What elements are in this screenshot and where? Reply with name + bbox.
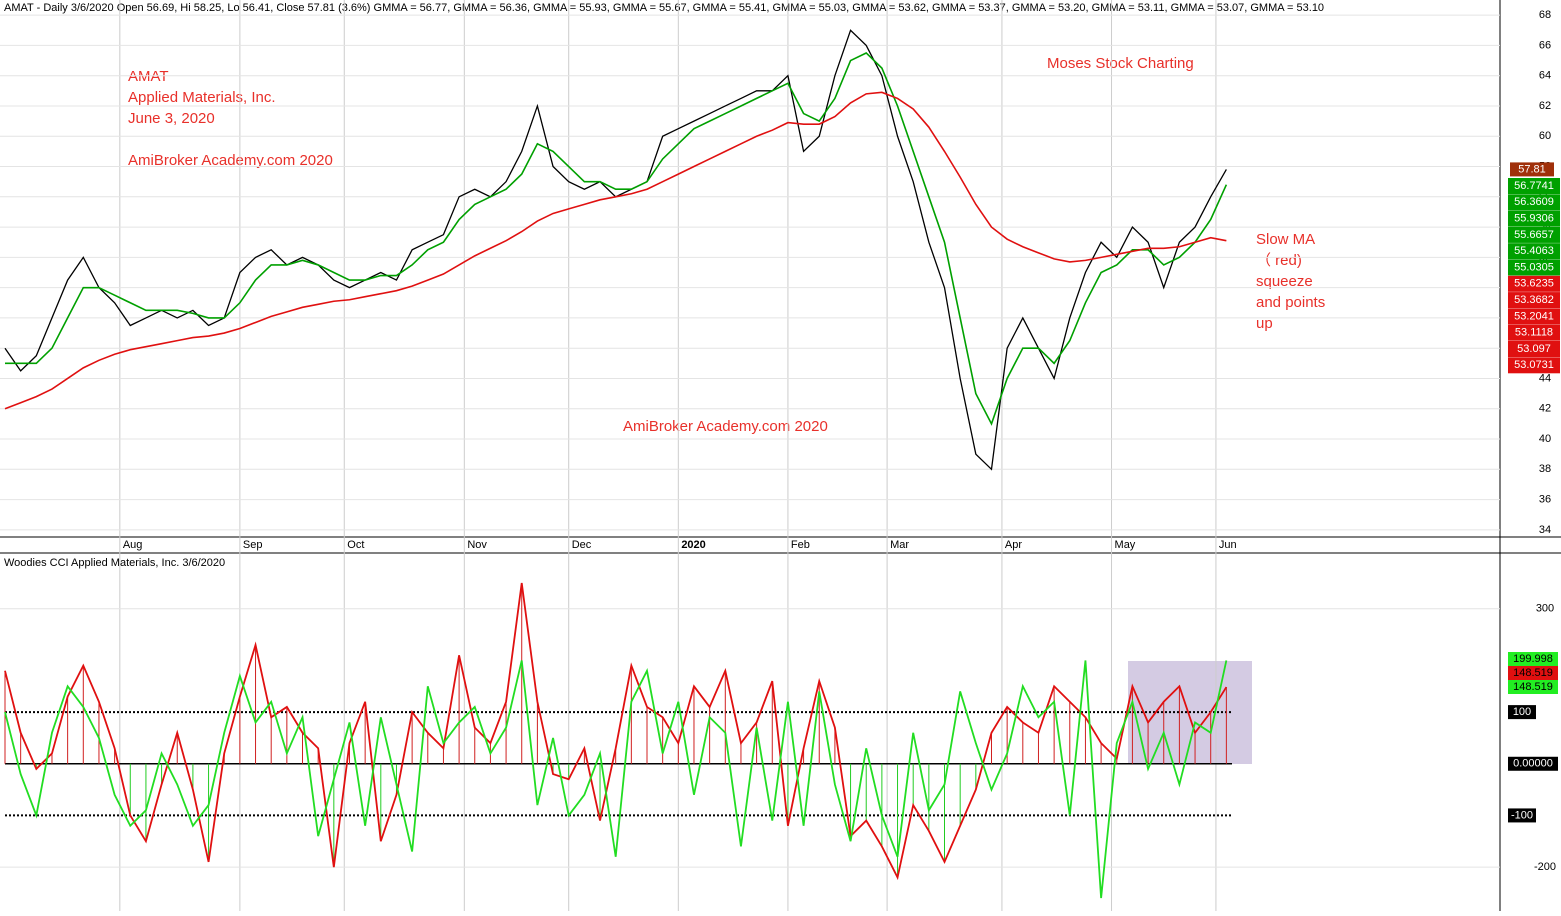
value-label-box (1508, 308, 1560, 325)
x-tick-label: Mar (890, 539, 909, 551)
y-tick-label: 68 (1539, 9, 1551, 21)
value-label: 148.519 (1513, 681, 1553, 693)
y-tick-label: 40 (1539, 433, 1551, 445)
y-tick-label: 300 (1536, 603, 1554, 615)
value-label: 55.9306 (1514, 213, 1554, 225)
value-label: 55.0305 (1514, 261, 1554, 273)
series-line (4, 582, 1228, 881)
tick-box (1508, 808, 1536, 823)
y-tick-label: 64 (1539, 70, 1551, 82)
value-label-box (1508, 666, 1558, 680)
y-tick-label: 38 (1539, 463, 1551, 475)
value-label-box (1508, 275, 1560, 292)
value-label-box (1508, 652, 1558, 666)
value-label: 53.2041 (1514, 310, 1554, 322)
y-tick-label: 0.00000 (1513, 758, 1553, 770)
value-label: 55.6657 (1514, 229, 1554, 241)
y-tick-label: -100 (1511, 809, 1533, 821)
value-label-box (1508, 210, 1560, 227)
value-label-box (1508, 178, 1560, 194)
y-tick-label: 100 (1513, 706, 1531, 718)
y-tick-label: 34 (1539, 524, 1551, 536)
series-line (4, 91, 1227, 410)
annotation: and points (1256, 294, 1325, 311)
annotation: up (1256, 315, 1273, 332)
value-label-box (1508, 292, 1560, 309)
value-label-box (1508, 357, 1560, 374)
tick-box (1508, 705, 1536, 720)
cci-header: Woodies CCI Applied Materials, Inc. 3/6/… (4, 557, 225, 569)
value-label: 55.4063 (1514, 245, 1554, 257)
annotation: Moses Stock Charting (1047, 55, 1194, 72)
annotation: AmiBroker Academy.com 2020 (128, 152, 333, 169)
annotation: （ red) (1256, 252, 1302, 269)
annotation: squeeze (1256, 273, 1313, 290)
x-tick-label: Feb (791, 539, 810, 551)
series-line (4, 660, 1228, 899)
value-label: 53.097 (1517, 343, 1551, 355)
y-tick-label: -200 (1534, 861, 1556, 873)
value-label: 53.1118 (1515, 327, 1553, 339)
value-label-box (1508, 680, 1558, 694)
value-label: 199.998 (1513, 653, 1553, 665)
x-tick-label: Sep (243, 539, 263, 551)
y-tick-label: 42 (1539, 403, 1551, 415)
annotation: AmiBroker Academy.com 2020 (623, 418, 828, 435)
value-label-box (1508, 341, 1560, 357)
series-line (5, 52, 1228, 426)
x-tick-label: Oct (347, 539, 364, 551)
annotation: June 3, 2020 (128, 110, 215, 127)
y-tick-label: 60 (1539, 130, 1551, 142)
x-tick-label: Aug (123, 539, 143, 551)
x-tick-label: 2020 (681, 539, 705, 551)
value-label-box (1508, 243, 1560, 260)
y-tick-label: 36 (1539, 493, 1551, 505)
x-tick-label: May (1115, 539, 1136, 551)
value-label: 56.3609 (1514, 196, 1554, 208)
value-label: 53.0731 (1514, 359, 1554, 371)
value-label: 53.6235 (1514, 278, 1554, 290)
value-label-box (1508, 226, 1560, 243)
x-tick-label: Jun (1219, 539, 1237, 551)
tick-box (1508, 756, 1558, 771)
annotation: Slow MA (1256, 231, 1315, 248)
annotation: Applied Materials, Inc. (128, 89, 276, 106)
x-tick-label: Dec (572, 539, 592, 551)
annotation: AMAT (128, 68, 169, 85)
value-label: 56.7741 (1514, 180, 1554, 192)
price-header: AMAT - Daily 3/6/2020 Open 56.69, Hi 58.… (4, 2, 1324, 14)
value-label-box (1508, 194, 1560, 211)
value-label: 148.519 (1513, 667, 1553, 679)
value-label-box (1508, 324, 1560, 341)
x-tick-label: Apr (1005, 539, 1022, 551)
value-label: 53.3682 (1514, 294, 1554, 306)
x-tick-label: Nov (467, 539, 487, 551)
y-tick-label: 44 (1539, 372, 1551, 384)
value-label-box (1508, 259, 1560, 276)
y-tick-label: 62 (1539, 100, 1551, 112)
y-tick-label: 66 (1539, 39, 1551, 51)
value-label-box (1510, 162, 1554, 177)
value-label: 57.81 (1518, 163, 1546, 175)
